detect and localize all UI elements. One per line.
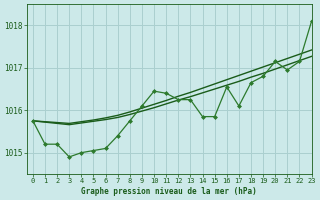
X-axis label: Graphe pression niveau de la mer (hPa): Graphe pression niveau de la mer (hPa) <box>81 187 257 196</box>
